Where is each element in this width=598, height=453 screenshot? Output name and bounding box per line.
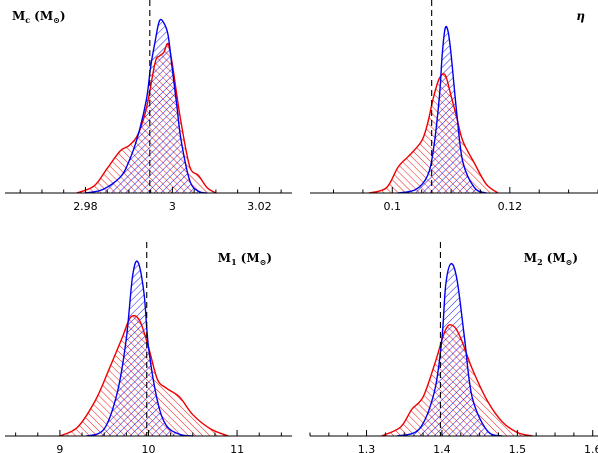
tick-label: 1.4 [433, 443, 451, 453]
series-red-curve [368, 73, 499, 194]
tick-label: 10 [142, 443, 156, 453]
series-red-curve [76, 42, 217, 194]
series-blue-fill [86, 261, 193, 436]
tick-label: 0.1 [384, 200, 402, 213]
panel-label: η [576, 9, 585, 23]
panel-label: Mc (M⊙) [12, 9, 66, 25]
tick-label: 1.5 [509, 443, 527, 453]
tick-label: 3.02 [247, 200, 272, 213]
panel-primary-mass: 9 10 11 M1 (M⊙) [5, 242, 292, 453]
tick-label: 0.12 [498, 200, 523, 213]
tick-label: 3 [169, 200, 176, 213]
panel-label: M1 (M⊙) [218, 251, 272, 267]
series-blue-curve [85, 18, 208, 194]
panel-chirp-mass: 2.98 3 3.02 Mc (M⊙) [5, 0, 292, 213]
tick-label: 2.98 [73, 200, 98, 213]
series-blue-fill [398, 26, 487, 193]
series-blue-fill [396, 263, 503, 436]
panel-label: M2 (M⊙) [524, 251, 578, 267]
tick-label: 11 [230, 443, 244, 453]
series-red-fill [368, 73, 499, 193]
tick-label: 1.3 [358, 443, 376, 453]
series-blue-curve [396, 263, 503, 437]
series-blue-curve [398, 25, 487, 194]
series-blue-curve [86, 260, 193, 437]
tick-label: 1.6 [584, 443, 598, 453]
series-red-curve [381, 323, 533, 437]
series-red-curve [59, 314, 229, 437]
tick-label: 9 [56, 443, 63, 453]
panel-symmetric-mass-ratio: 0.1 0.12 η [310, 0, 598, 213]
panel-secondary-mass: 1.3 1.4 1.5 1.6 M2 (M⊙) [309, 242, 598, 453]
